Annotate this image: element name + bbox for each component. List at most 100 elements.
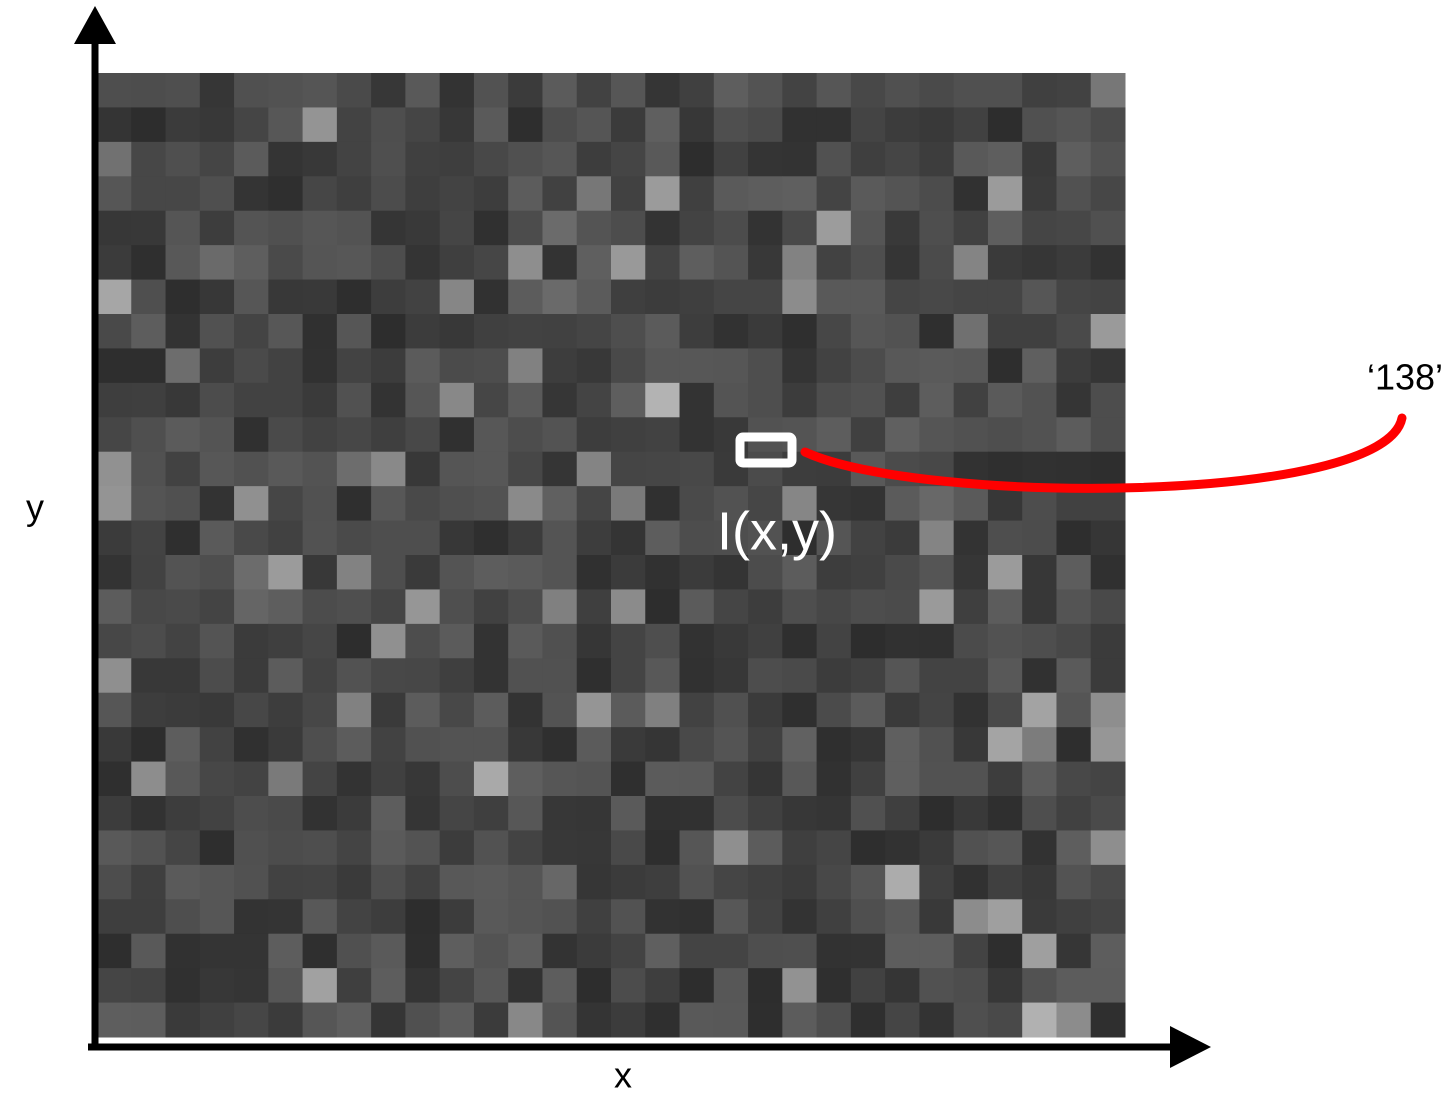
pixel [954,314,989,349]
pixel [131,486,166,521]
pixel [97,1003,132,1038]
pixel [577,865,612,900]
pixel [542,314,577,349]
pixel [1056,1003,1091,1038]
pixel-label: I(x,y) [717,501,837,561]
pixel [337,452,372,487]
pixel [885,211,920,246]
pixel [680,693,715,728]
pixel [508,555,543,590]
pixel [851,245,886,280]
pixel [371,658,406,693]
pixel [200,486,235,521]
pixel [303,589,338,624]
pixel [131,693,166,728]
pixel [508,383,543,418]
pixel [851,727,886,762]
pixel [645,830,680,865]
pixel [782,865,817,900]
pixel [508,830,543,865]
pixel [234,968,269,1003]
pixel [337,383,372,418]
pixel [234,348,269,383]
pixel [919,314,954,349]
pixel [1022,968,1057,1003]
pixel [303,796,338,831]
pixel [885,693,920,728]
pixel [1022,452,1057,487]
pixel [885,417,920,452]
pixel [645,762,680,797]
pixel [680,555,715,590]
pixel [200,934,235,969]
pixel [611,762,646,797]
pixel [782,693,817,728]
pixel [954,280,989,315]
pixel [268,142,303,177]
pixel [200,176,235,211]
pixel [200,589,235,624]
pixel [645,107,680,142]
pixel [234,142,269,177]
pixel [542,693,577,728]
pixel [885,830,920,865]
pixel [1056,658,1091,693]
pixel [577,589,612,624]
pixel [166,1003,201,1038]
pixel [645,314,680,349]
pixel [782,73,817,108]
pixel [303,521,338,556]
pixel [885,727,920,762]
pixel [508,727,543,762]
pixel [303,452,338,487]
pixel [817,1003,852,1038]
pixel [234,383,269,418]
pixel [645,968,680,1003]
pixel [1056,865,1091,900]
pixel [851,176,886,211]
pixel [1022,176,1057,211]
pixel [508,762,543,797]
pixel [885,142,920,177]
pixel [577,245,612,280]
pixel [405,280,440,315]
pixel [817,968,852,1003]
pixel [371,693,406,728]
pixel [954,521,989,556]
pixel [234,211,269,246]
pixel [200,555,235,590]
pixel [474,830,509,865]
pixel [748,865,783,900]
pixel [97,280,132,315]
pixel [371,521,406,556]
pixel [303,280,338,315]
pixel [542,142,577,177]
pixel [1022,521,1057,556]
pixel [97,589,132,624]
pixel [371,968,406,1003]
pixel [714,658,749,693]
pixel [748,280,783,315]
pixel [1056,762,1091,797]
pixel [782,830,817,865]
pixel [817,383,852,418]
pixel [268,417,303,452]
pixel [1056,796,1091,831]
pixel [371,314,406,349]
pixel [988,865,1023,900]
pixel [405,968,440,1003]
pixel [268,211,303,246]
pixel [131,521,166,556]
pixel [200,383,235,418]
pixel [611,899,646,934]
pixel [645,865,680,900]
pixel [371,555,406,590]
pixel [131,107,166,142]
pixel [714,245,749,280]
pixel [714,348,749,383]
pixel [714,762,749,797]
pixel [1091,452,1126,487]
pixel [268,555,303,590]
pixel [577,348,612,383]
pixel [371,1003,406,1038]
